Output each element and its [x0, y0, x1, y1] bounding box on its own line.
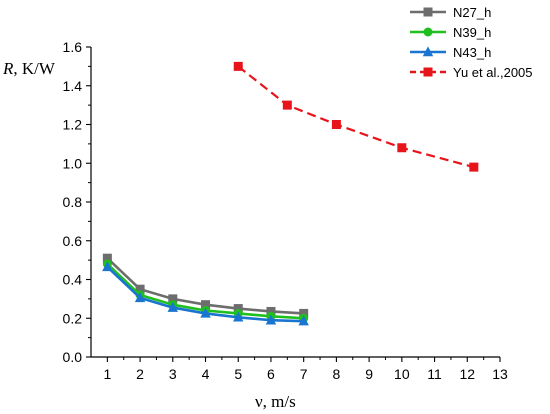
axes-frame [90, 47, 500, 358]
x-axis-label: ν, m/s [255, 392, 296, 411]
y-axis-ticks: 0.0 0.2 0.4 0.6 0.8 1.0 1.2 1.4 1.6 [63, 39, 91, 365]
series-1 [102, 253, 309, 318]
legend-item: N27_h [410, 5, 491, 20]
x-tick-label: 7 [300, 366, 308, 382]
legend-label: N27_h [453, 5, 491, 20]
data-point-marker [201, 300, 211, 310]
y-tick-label: 0.8 [63, 194, 83, 210]
x-tick-label: 9 [365, 366, 373, 382]
series-4 [233, 61, 479, 172]
y-axis-label-units: , K/W [13, 59, 56, 78]
y-tick-label: 1.6 [63, 39, 83, 55]
series-layer [102, 61, 479, 326]
y-axis-label-variable: R [2, 59, 14, 78]
y-axis-label: R, K/W [2, 59, 56, 78]
x-tick-label: 6 [267, 366, 275, 382]
data-point-marker [233, 311, 244, 322]
x-tick-label: 11 [427, 366, 442, 382]
data-point-marker [233, 304, 243, 314]
data-point-marker [298, 315, 309, 326]
data-point-marker [167, 301, 179, 312]
data-point-marker [331, 120, 341, 129]
legend-marker-swatch [423, 27, 433, 37]
legend-item: N39_h [410, 25, 491, 40]
x-tick-label: 4 [202, 366, 210, 382]
x-axis-ticks: 1 2 3 4 5 6 7 8 9 10 11 12 13 [103, 357, 508, 382]
series-line [237, 65, 475, 169]
y-tick-label: 1.4 [63, 78, 83, 94]
x-tick-label: 3 [169, 366, 177, 382]
legend-marker-swatch [423, 67, 433, 77]
legend-marker-swatch [422, 46, 434, 57]
data-point-marker [397, 143, 407, 153]
legend-marker-swatch [423, 7, 433, 17]
y-tick-label: 0.4 [63, 272, 83, 288]
y-tick-label: 0.6 [63, 233, 83, 249]
data-point-marker [265, 314, 277, 325]
data-point-marker [469, 162, 479, 172]
legend-label: Yu et al.,2005 [453, 65, 533, 80]
y-tick-label: 1.2 [63, 117, 83, 133]
x-tick-label: 12 [459, 366, 475, 382]
legend-item: N43_h [410, 45, 491, 60]
data-point-marker [135, 284, 145, 294]
data-point-marker [233, 61, 243, 71]
y-tick-label: 0.0 [63, 349, 83, 365]
y-tick-label: 0.2 [63, 310, 83, 326]
data-point-marker [134, 292, 146, 303]
x-tick-label: 13 [492, 366, 508, 382]
legend: N27_h N39_h N43_h Yu et al.,2005 [410, 5, 533, 80]
x-tick-label: 2 [136, 366, 144, 382]
data-point-marker [299, 308, 309, 318]
x-tick-label: 5 [234, 366, 242, 382]
x-tick-label: 1 [103, 366, 111, 382]
data-point-marker [282, 100, 292, 110]
legend-item: Yu et al.,2005 [410, 65, 533, 80]
x-tick-label: 10 [394, 366, 410, 382]
legend-label: N43_h [453, 45, 491, 60]
data-point-marker [102, 253, 112, 263]
y-tick-label: 1.0 [63, 155, 83, 171]
x-tick-label: 8 [333, 366, 341, 382]
legend-label: N39_h [453, 25, 491, 40]
data-point-marker [266, 306, 276, 316]
series-3 [102, 261, 309, 326]
data-point-marker [102, 261, 113, 272]
data-point-marker [200, 307, 211, 318]
data-point-marker [168, 294, 178, 304]
